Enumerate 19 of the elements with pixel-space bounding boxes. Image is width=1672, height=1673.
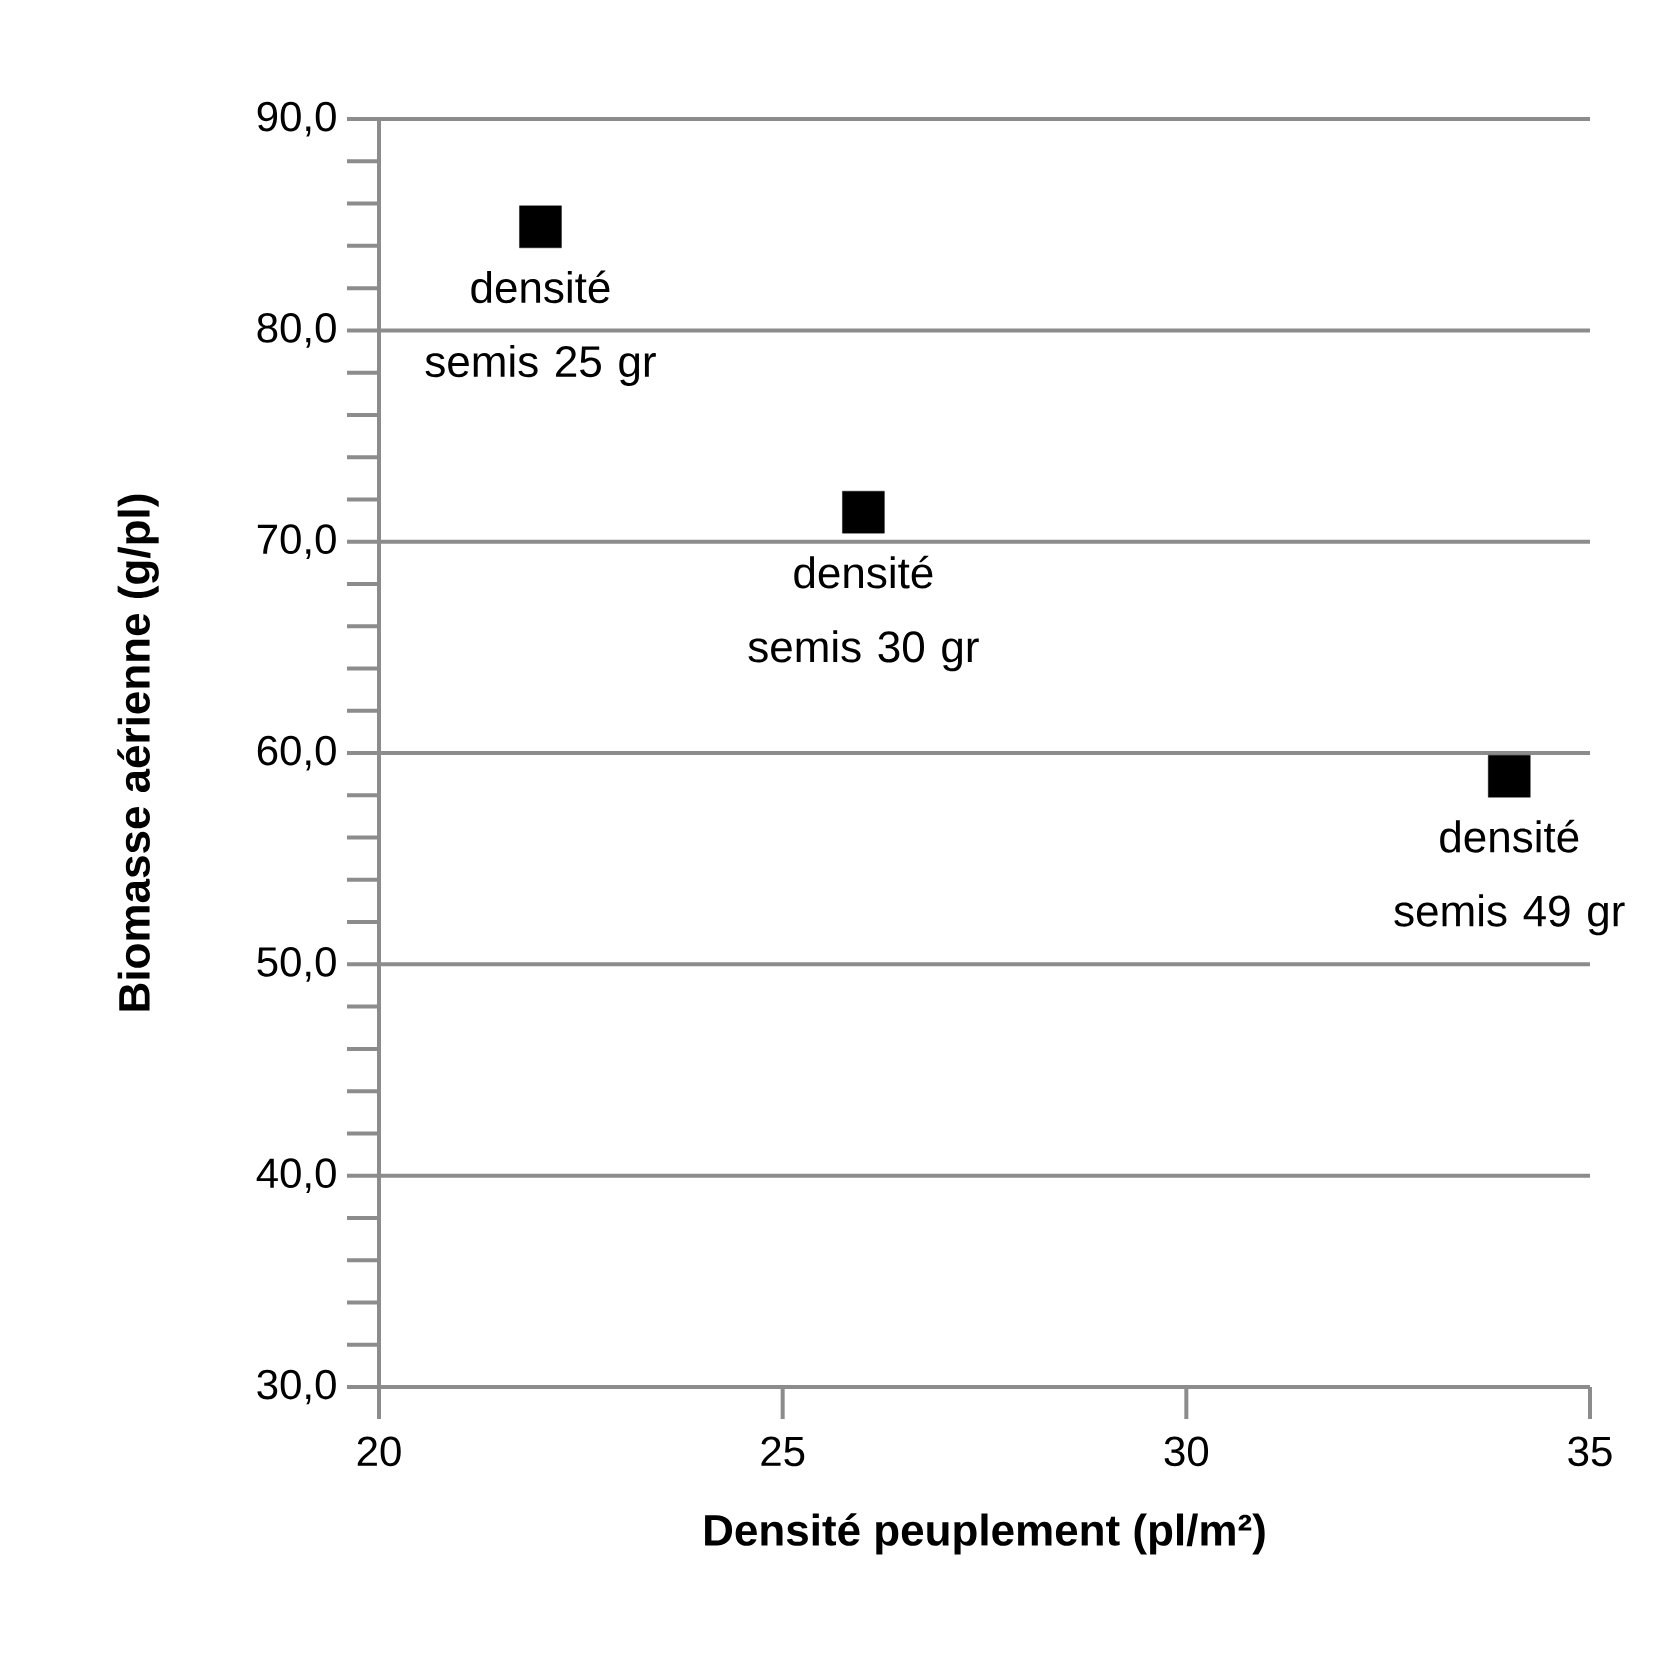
y-tick-label: 70,0 [257,524,336,560]
point [519,205,562,249]
y-tick-label: 40,0 [256,1158,336,1194]
x-tick-label: 25 [761,1436,805,1467]
x-axis-title: Densité peuplement (pl/m²) [705,1513,1265,1555]
y-tick-label: 90,0 [257,101,336,137]
annotation: densité semis 30 gr [748,555,979,672]
point [1488,755,1531,798]
y-tick-label: 30,0 [257,1369,336,1405]
y-tick-label: 50,0 [257,947,336,982]
y-tick-label: 60,0 [257,735,336,771]
x-tick-label: 20 [357,1436,401,1467]
annotation: densité semis 49 gr [1394,819,1625,936]
x-tick-label: 30 [1164,1436,1209,1467]
annotation: densité semis 25 gr [425,270,656,386]
x-tick-label: 35 [1568,1436,1612,1467]
y-axis-title: Biomasse aérienne (g/pl) [117,494,159,1011]
y-tick-label: 80,0 [257,313,336,348]
point [842,490,885,534]
